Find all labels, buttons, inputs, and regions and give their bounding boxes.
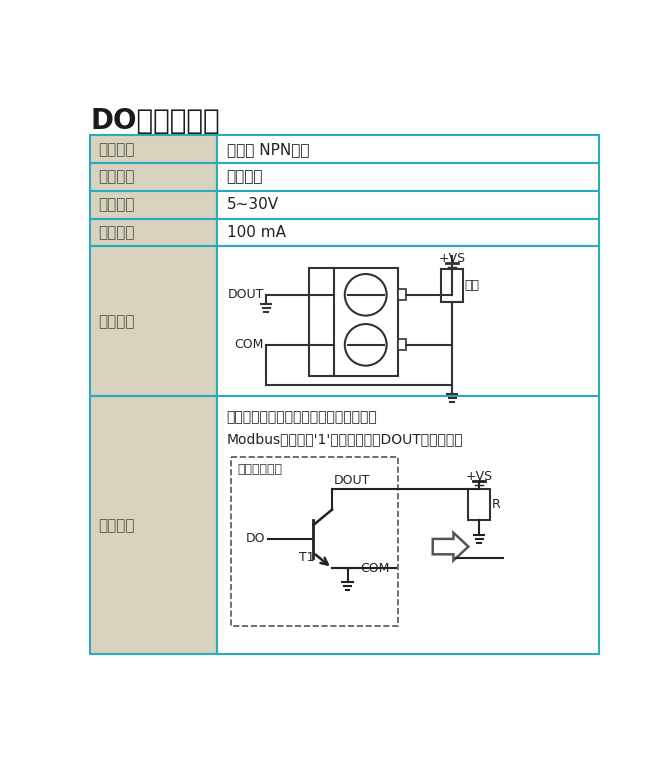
Polygon shape [90, 246, 217, 396]
Polygon shape [398, 339, 406, 350]
Polygon shape [398, 289, 406, 300]
Text: 接线方式: 接线方式 [98, 314, 134, 329]
Text: 内部等效电路: 内部等效电路 [237, 463, 282, 475]
Text: 5~30V: 5~30V [226, 197, 279, 212]
Polygon shape [231, 457, 398, 626]
Text: COM: COM [235, 339, 264, 351]
Polygon shape [217, 396, 599, 655]
Text: 100 mA: 100 mA [226, 225, 286, 240]
Polygon shape [90, 191, 217, 219]
Text: 需要在输出端口连接负载以及上拉电源；: 需要在输出端口连接负载以及上拉电源； [226, 411, 378, 425]
Text: DO: DO [246, 533, 265, 545]
Text: 等效电路: 等效电路 [98, 518, 134, 533]
Text: COM: COM [361, 561, 390, 575]
Text: +VS: +VS [466, 470, 493, 482]
Text: 隔离设计: 隔离设计 [98, 170, 134, 185]
Polygon shape [442, 270, 463, 302]
Polygon shape [217, 191, 599, 219]
Text: T1: T1 [300, 551, 315, 565]
Polygon shape [433, 533, 468, 561]
Polygon shape [90, 219, 217, 246]
Text: 光耦隔离: 光耦隔离 [226, 170, 263, 185]
Text: 集电极 NPN输出: 集电极 NPN输出 [226, 142, 309, 156]
Text: DOUT: DOUT [227, 289, 264, 301]
Polygon shape [90, 135, 217, 163]
Text: DOUT: DOUT [333, 475, 370, 487]
Polygon shape [90, 396, 217, 655]
Text: 负载电压: 负载电压 [98, 197, 134, 212]
Polygon shape [217, 246, 599, 396]
Text: Modbus寄存器置'1'晶体管导通，DOUT为低电平；: Modbus寄存器置'1'晶体管导通，DOUT为低电平； [226, 432, 463, 446]
Polygon shape [217, 163, 599, 191]
Text: +VS: +VS [439, 253, 466, 265]
Polygon shape [308, 268, 398, 375]
Text: 负载电流: 负载电流 [98, 225, 134, 240]
Polygon shape [217, 135, 599, 163]
Polygon shape [217, 219, 599, 246]
Text: R: R [492, 498, 501, 511]
Text: 输出方式: 输出方式 [98, 142, 134, 156]
Text: 负载: 负载 [464, 279, 480, 292]
Polygon shape [90, 163, 217, 191]
Polygon shape [468, 489, 490, 520]
Text: DO晶体管输出: DO晶体管输出 [90, 107, 220, 135]
